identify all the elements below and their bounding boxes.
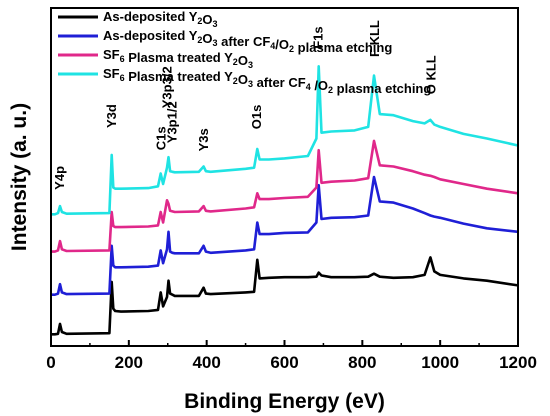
x-tick-label: 600: [270, 353, 298, 372]
x-tick-label: 1200: [499, 353, 537, 372]
peak-label: O KLL: [424, 55, 439, 94]
peak-label: Y4p: [52, 166, 67, 190]
x-tick-label: 800: [348, 353, 376, 372]
series-line-4: [51, 65, 519, 216]
x-tick-label: 1000: [421, 353, 459, 372]
peak-label: C1s: [154, 126, 169, 150]
series-layer: [51, 65, 519, 336]
legend-label: As-deposited Y2O3: [103, 9, 218, 29]
peak-label: F KLL: [367, 20, 382, 57]
x-tick-label: 0: [46, 353, 55, 372]
x-tick-label: 400: [192, 353, 220, 372]
y-axis-title: Intensity (a. u.): [8, 103, 31, 251]
legend-label: SF6 Plasma treated Y2O3: [103, 47, 253, 70]
legend-label: SF6 Plasma treated Y2O3 after CF4 /O2 pl…: [103, 66, 431, 96]
peak-label: Y3s: [196, 128, 211, 151]
series-line-1: [51, 256, 519, 336]
series-line-3: [51, 139, 519, 253]
x-axis-title: Binding Energy (eV): [184, 390, 385, 413]
peak-label: Y3p1/2: [164, 101, 179, 143]
peak-label: O1s: [249, 105, 264, 130]
x-tick-layer: 0 200 400 600 800 1000 1200: [46, 340, 537, 372]
peak-label: F1s: [311, 26, 326, 48]
series-line-2: [51, 175, 519, 296]
peak-label: Y3p3/2: [160, 66, 175, 108]
legend-label: As-deposited Y2O3 after CF4/O2 plasma et…: [103, 28, 392, 55]
x-tick-label: 200: [115, 353, 143, 372]
peak-label: Y3d: [104, 104, 119, 128]
